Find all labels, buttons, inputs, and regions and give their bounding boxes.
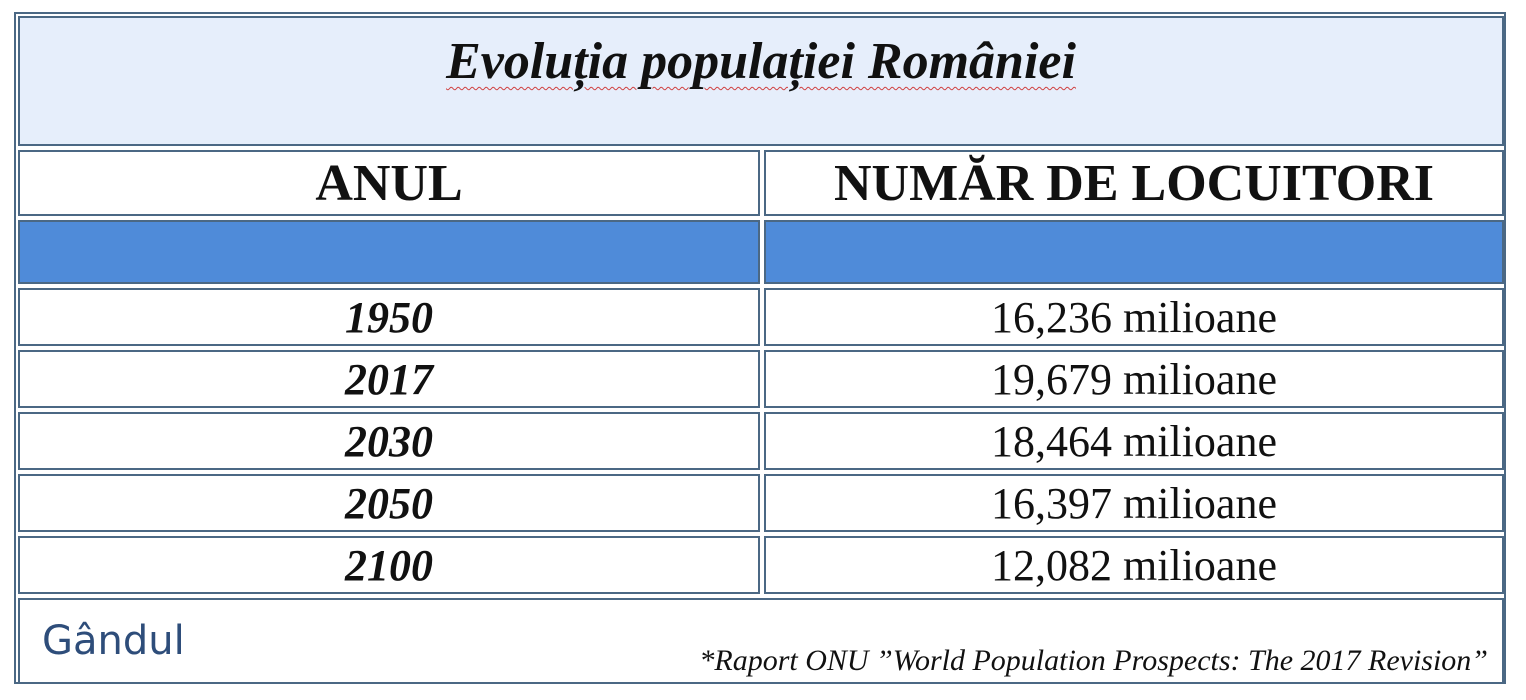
blue-band (18, 220, 760, 284)
value-cell: 16,397 milioane (764, 474, 1504, 532)
value-cell: 16,236 milioane (764, 288, 1504, 346)
year-cell: 2100 (18, 536, 760, 594)
year-cell: 2050 (18, 474, 760, 532)
source-note: *Raport ONU ”World Population Prospects:… (699, 644, 1488, 677)
value-cell: 18,464 milioane (764, 412, 1504, 470)
blue-band (764, 220, 1504, 284)
year-cell: 1950 (18, 288, 760, 346)
year-cell: 2030 (18, 412, 760, 470)
header-cell: NUMĂR DE LOCUITORI (764, 150, 1504, 216)
value-cell: 19,679 milioane (764, 350, 1504, 408)
title-cell: Evoluția populației României (18, 16, 1504, 146)
year-cell: 2017 (18, 350, 760, 408)
brand-logo: Gândul (42, 618, 185, 664)
value-cell: 12,082 milioane (764, 536, 1504, 594)
footer-cell: Gândul *Raport ONU ”World Population Pro… (18, 598, 1504, 684)
table-title: Evoluția populației României (446, 33, 1076, 90)
header-cell: ANUL (18, 150, 760, 216)
